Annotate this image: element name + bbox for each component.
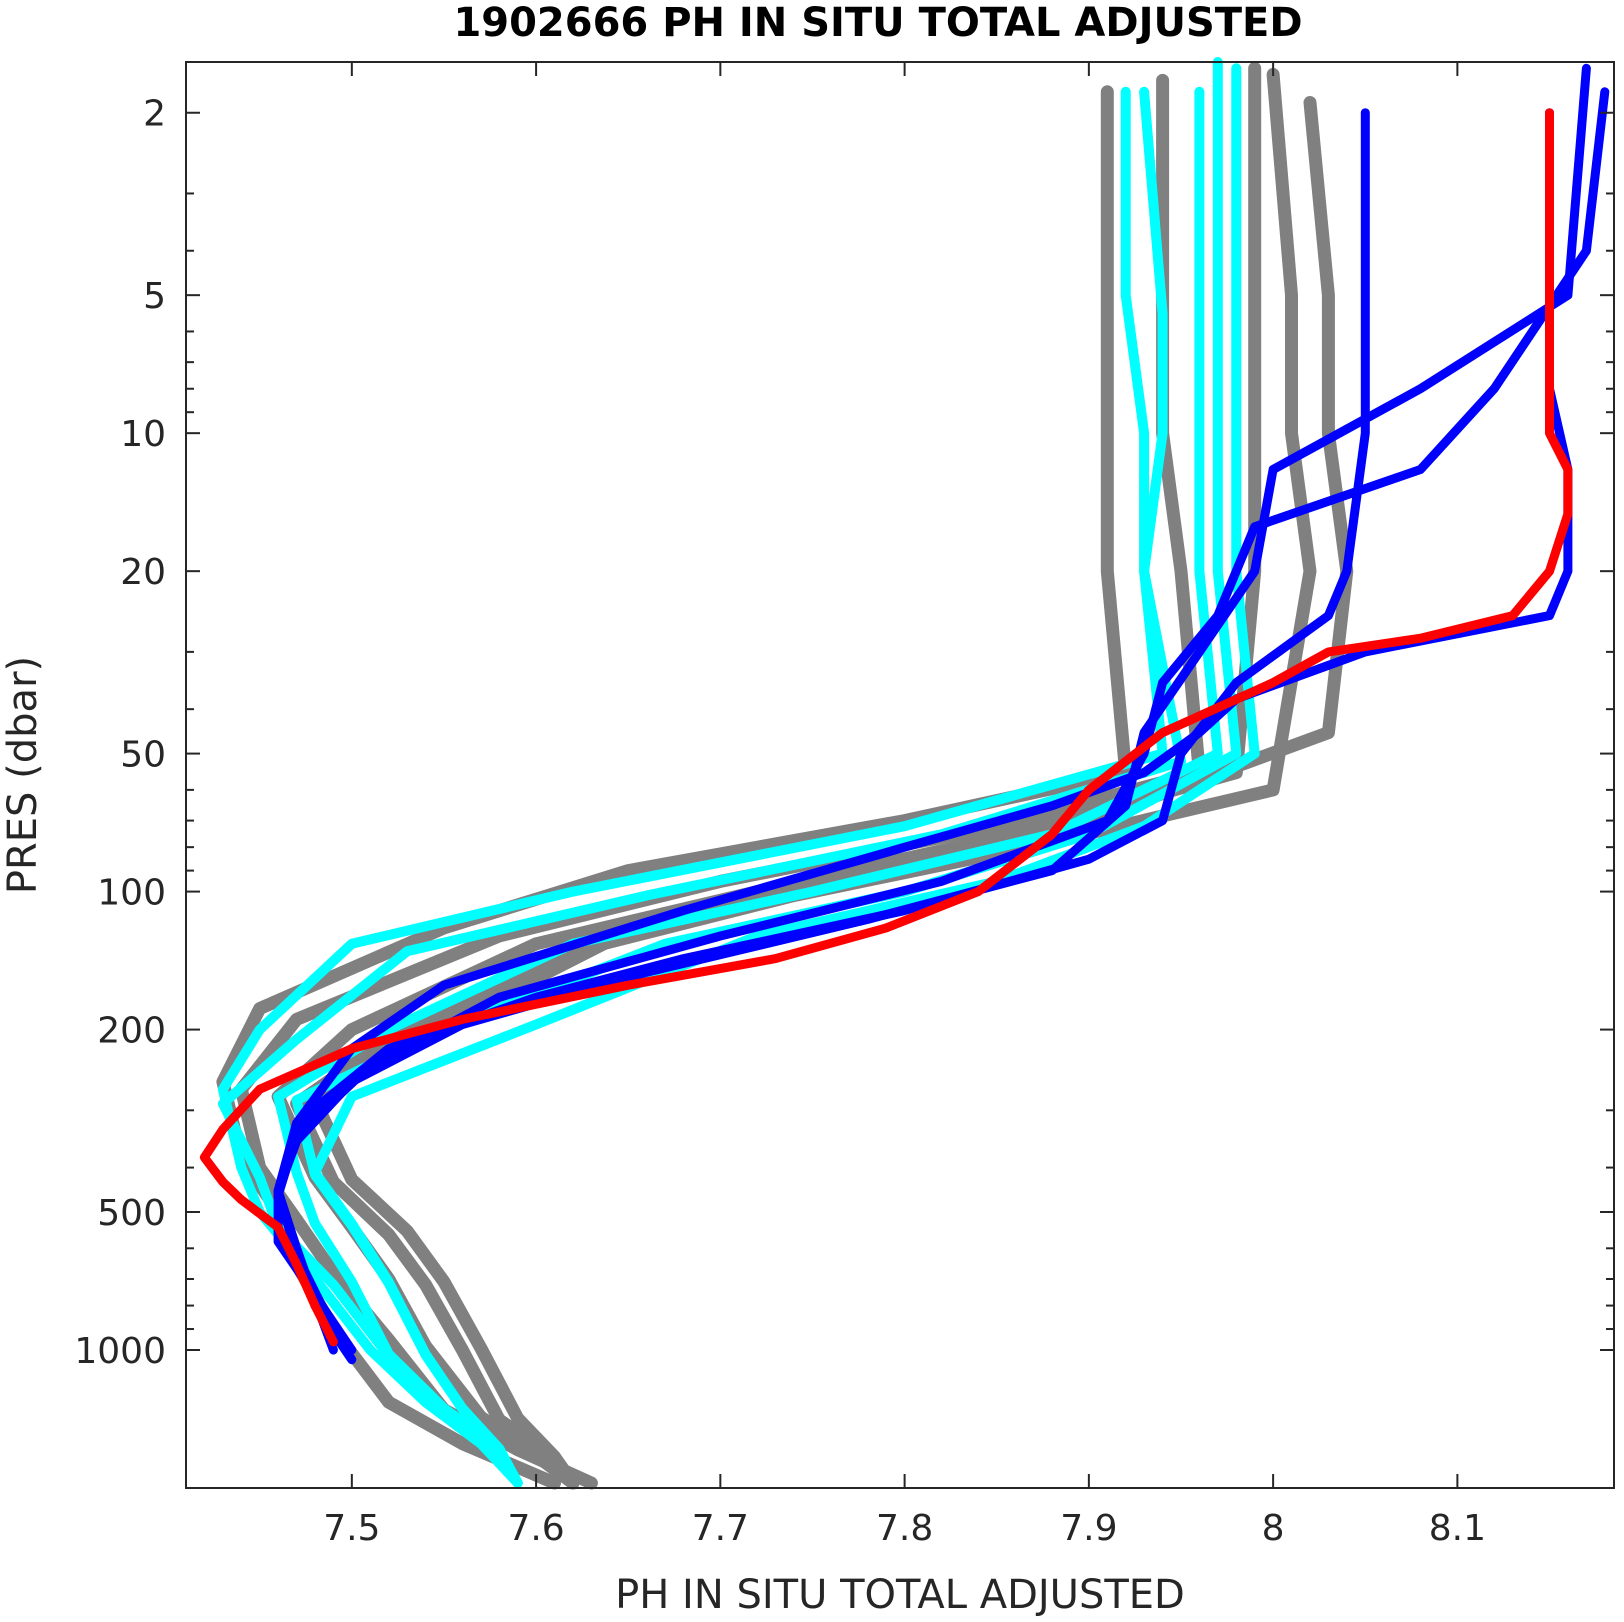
x-tick-label: 7.9	[1060, 1508, 1117, 1549]
y-tick-label: 50	[120, 735, 166, 776]
profile-line-red-15	[199, 108, 1573, 1347]
y-tick-label: 500	[97, 1193, 166, 1234]
x-tick-label: 7.6	[507, 1508, 564, 1549]
x-tick-label: 8.1	[1429, 1508, 1486, 1549]
profile-line-cyan-10	[310, 63, 1260, 1488]
y-tick-label: 20	[120, 552, 166, 593]
profile-line-blue-14	[273, 108, 1573, 1334]
x-tick-label: 7.8	[876, 1508, 933, 1549]
profile-line-cyan-6	[217, 86, 1168, 1488]
y-tick-label: 100	[97, 873, 166, 914]
chart-title: 1902666 PH IN SITU TOTAL ADJUSTED	[453, 0, 1302, 46]
tick-layer: 7.5 7.6 7.7 7.8 7.9 8 8.1 2 5 10 20 50 100 200 500 1000	[74, 62, 1614, 1549]
y-tick-label: 1000	[74, 1331, 166, 1372]
series-layer	[199, 57, 1610, 1490]
profile-line-gray-2	[234, 73, 1206, 1490]
y-tick-label: 2	[143, 94, 166, 135]
x-tick-label: 8	[1262, 1508, 1285, 1549]
profile-line-gray-1	[216, 85, 1133, 1490]
profile-line-blue-12	[273, 63, 1591, 1355]
y-tick-label: 5	[143, 276, 166, 317]
y-axis-label: PRES (dbar)	[0, 656, 46, 894]
x-tick-label: 7.7	[692, 1508, 749, 1549]
y-tick-label: 10	[120, 414, 166, 455]
x-axis-label: PH IN SITU TOTAL ADJUSTED	[615, 1572, 1185, 1618]
profile-line-blue-13	[273, 87, 1610, 1355]
y-tick-label: 200	[97, 1011, 166, 1052]
plot-frame	[185, 61, 1615, 1489]
x-tick-label: 7.5	[323, 1508, 380, 1549]
profile-line-cyan-8	[273, 86, 1223, 1488]
